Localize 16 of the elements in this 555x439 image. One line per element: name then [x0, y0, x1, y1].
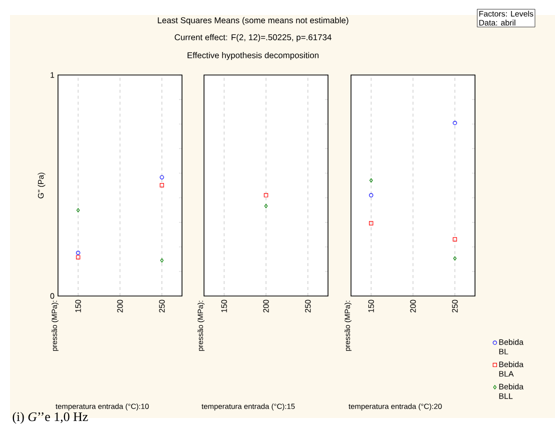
point [160, 258, 164, 263]
point [76, 208, 80, 212]
point [76, 250, 80, 255]
chart-title: Least Squares Means (some means not estimable) [158, 17, 348, 25]
point [369, 221, 374, 226]
chart-subtitle: Current effect: F(2, 12)=.50225, p=.61734 [174, 34, 332, 42]
point [76, 255, 80, 260]
point [369, 193, 374, 198]
point [452, 237, 457, 242]
point [453, 256, 457, 261]
text: (i) G’’e 1,0 Hz [12, 412, 88, 424]
point [160, 175, 164, 180]
point [160, 183, 164, 188]
point [452, 120, 457, 126]
text: Effective hypothesis decomposition [188, 52, 318, 60]
point [369, 178, 373, 183]
